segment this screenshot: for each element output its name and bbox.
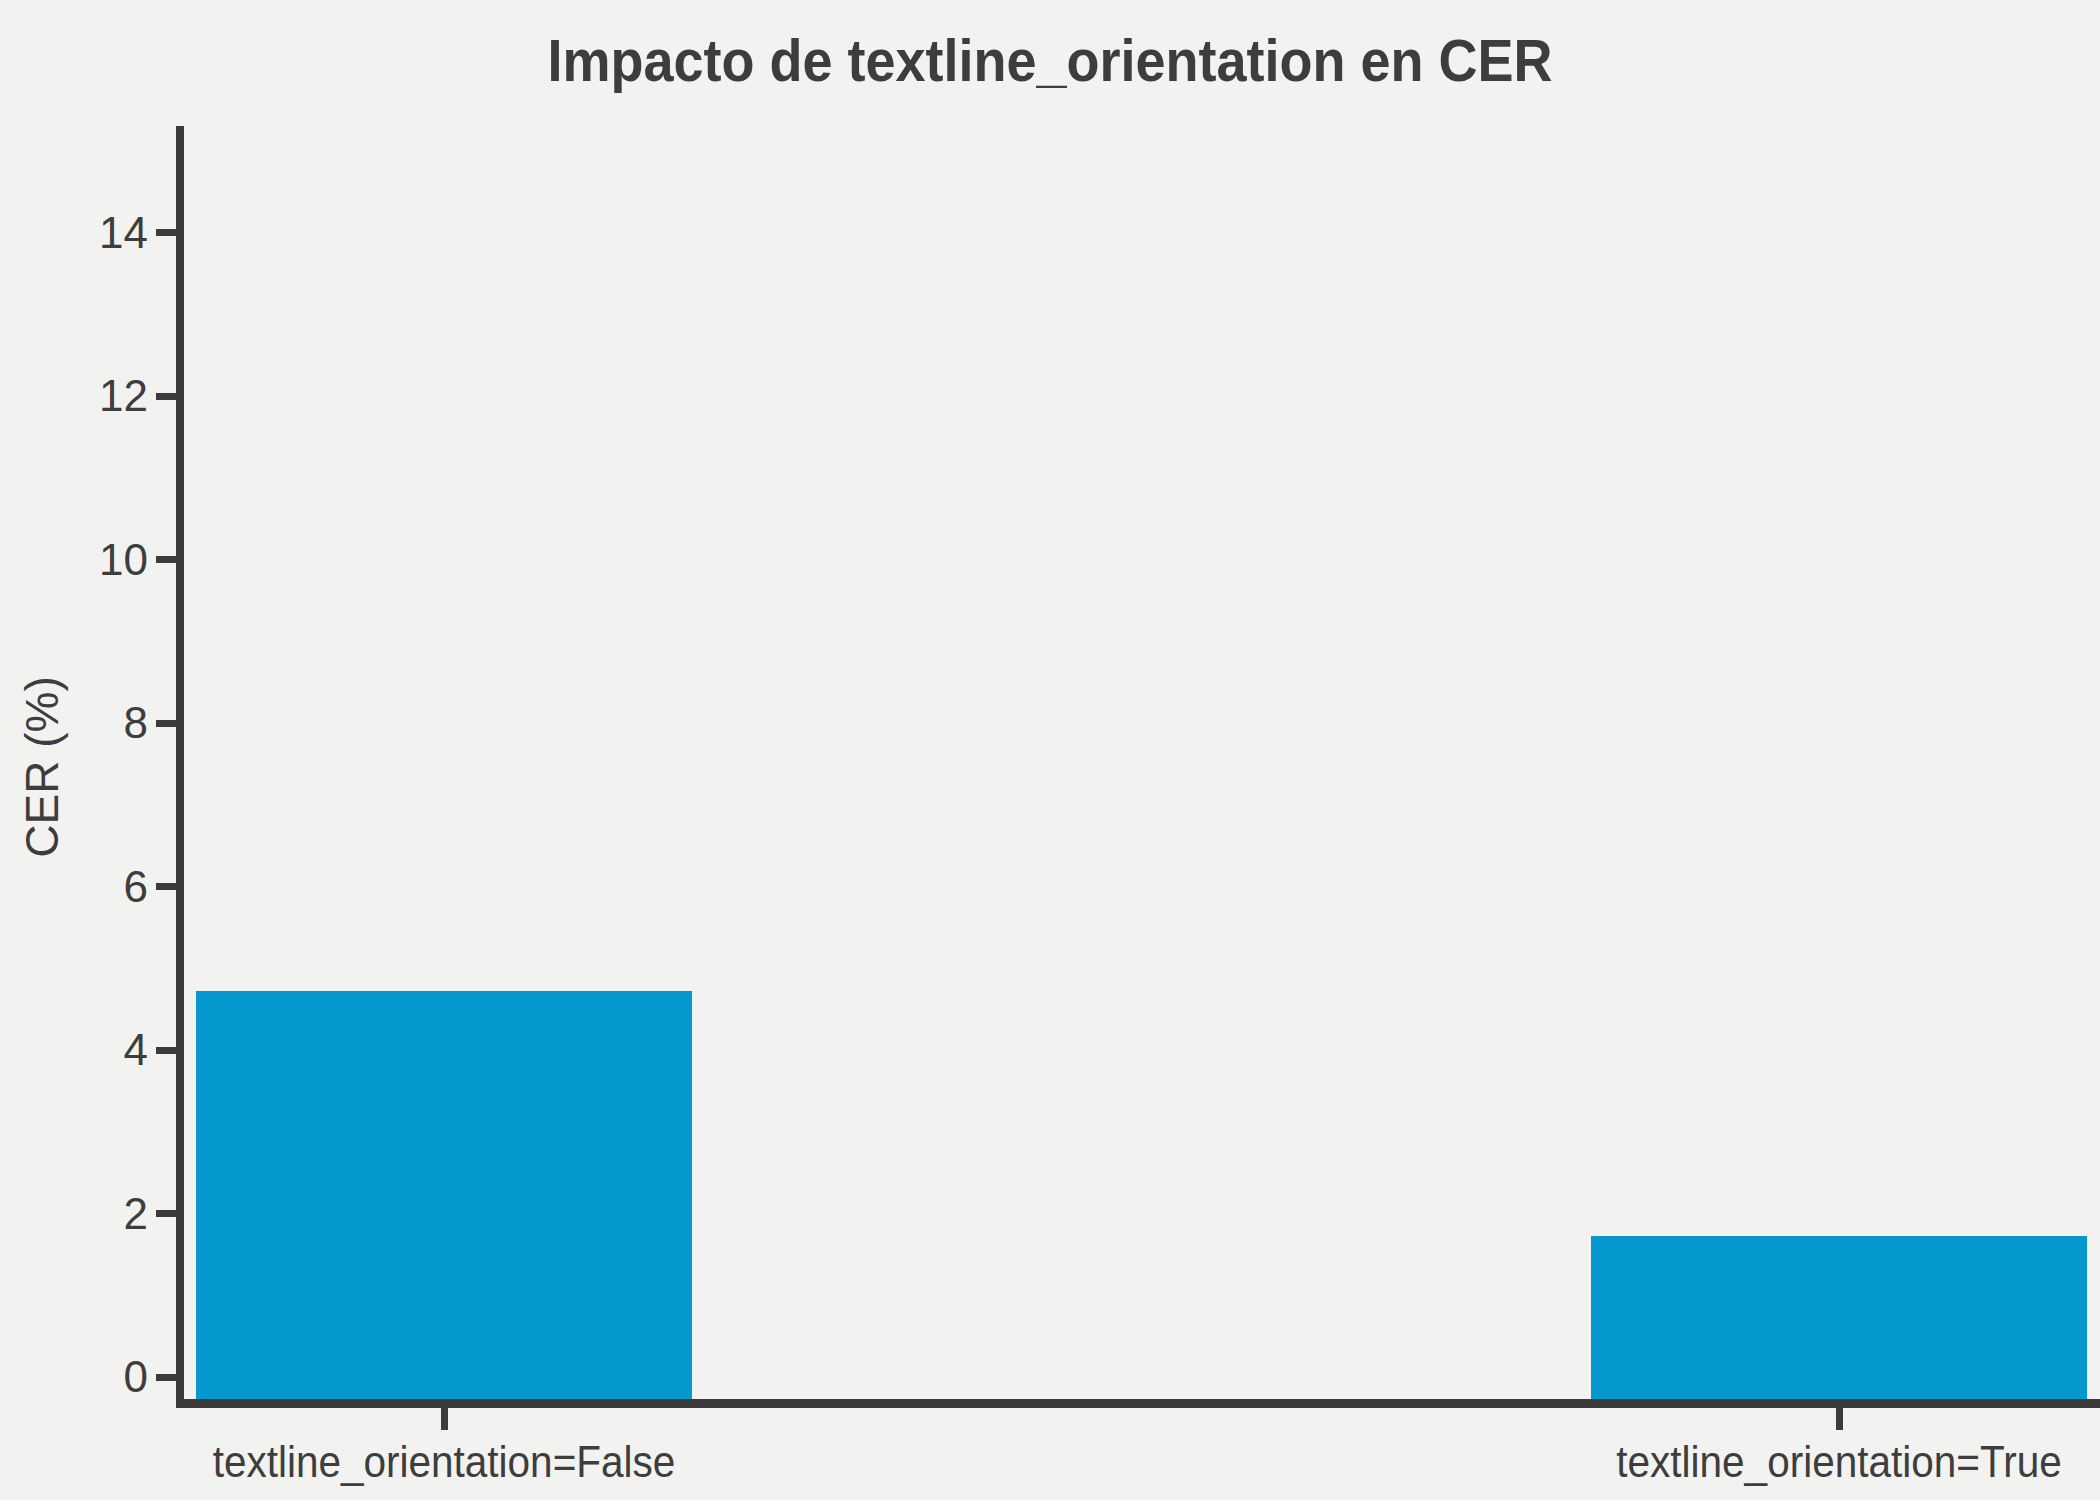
y-tick-mark xyxy=(156,720,176,727)
y-axis-spine xyxy=(176,126,184,1408)
x-tick-mark xyxy=(441,1408,448,1430)
y-tick-label: 10 xyxy=(8,534,148,586)
y-tick-label: 8 xyxy=(8,697,148,749)
bar-chart-figure: Impacto de textline_orientation en CER C… xyxy=(0,0,2100,1500)
x-tick-mark xyxy=(1836,1408,1843,1430)
y-tick-label: 0 xyxy=(8,1351,148,1403)
chart-title: Impacto de textline_orientation en CER xyxy=(105,26,1995,95)
bar-textline_orientation=True xyxy=(1591,1236,2087,1399)
y-tick-label: 4 xyxy=(8,1024,148,1076)
y-tick-mark xyxy=(156,1210,176,1217)
x-axis-spine xyxy=(176,1399,2100,1408)
x-tick-label: textline_orientation=True xyxy=(1479,1436,2100,1488)
y-tick-mark xyxy=(156,229,176,236)
y-tick-mark xyxy=(156,1374,176,1381)
y-tick-mark xyxy=(156,883,176,890)
bar-textline_orientation=False xyxy=(196,991,692,1399)
y-tick-label: 2 xyxy=(8,1188,148,1240)
y-tick-mark xyxy=(156,1047,176,1054)
y-tick-label: 6 xyxy=(8,861,148,913)
y-tick-mark xyxy=(156,393,176,400)
y-tick-label: 12 xyxy=(8,370,148,422)
x-tick-label: textline_orientation=False xyxy=(84,1436,804,1488)
y-tick-label: 14 xyxy=(8,207,148,259)
y-tick-mark xyxy=(156,556,176,563)
